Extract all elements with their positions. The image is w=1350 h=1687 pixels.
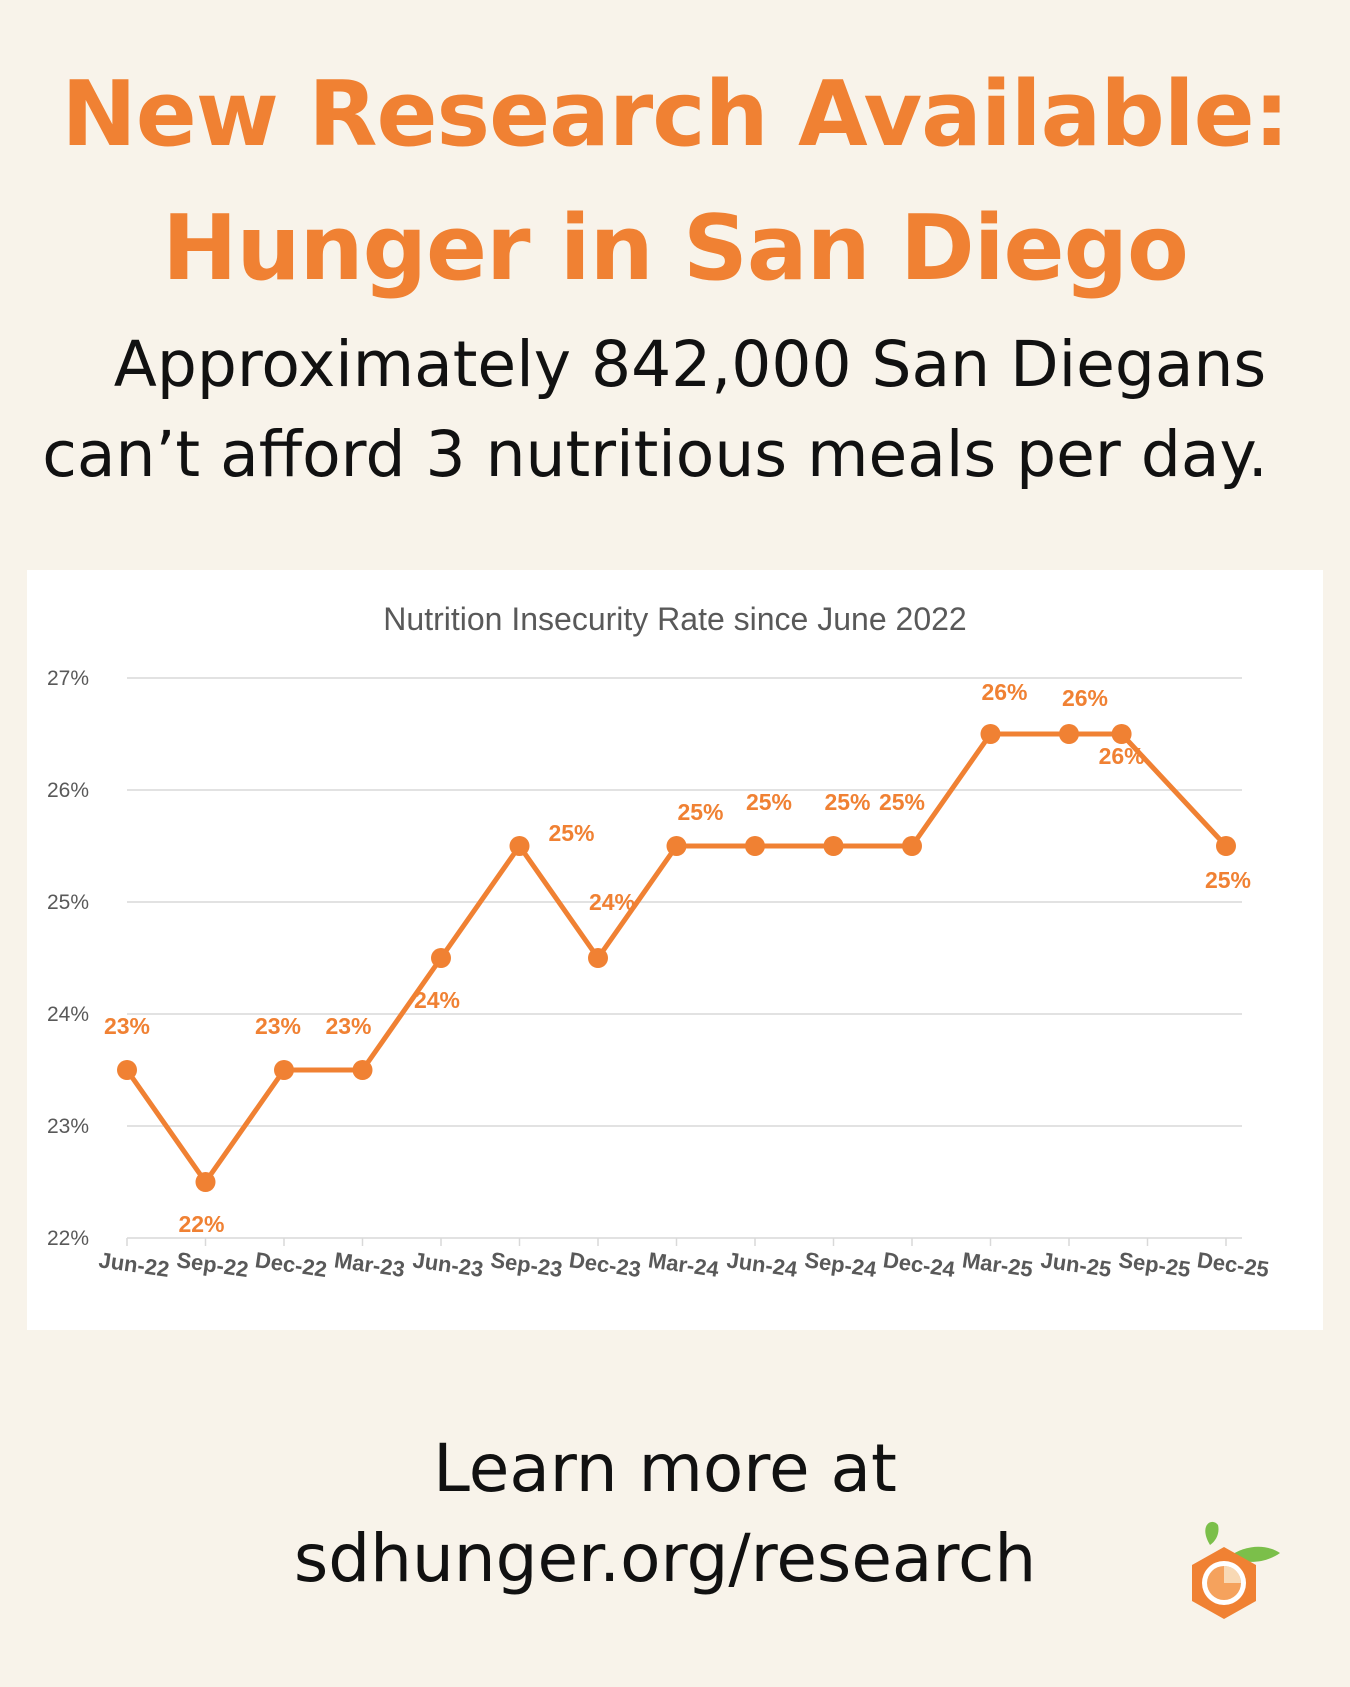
data-label: 25% xyxy=(677,799,723,825)
data-label: 23% xyxy=(104,1013,150,1039)
x-tick-label: Jun-22 xyxy=(97,1247,171,1282)
y-tick-label: 26% xyxy=(47,779,89,802)
data-point xyxy=(352,1060,373,1080)
data-label: 22% xyxy=(178,1211,224,1237)
x-tick-label: Dec-25 xyxy=(1196,1247,1271,1282)
data-point xyxy=(117,1060,137,1080)
data-label: 26% xyxy=(981,679,1027,705)
data-label: 25% xyxy=(879,789,925,815)
subtitle-line-2: can’t afford 3 nutritious meals per day. xyxy=(42,418,1268,491)
y-tick-label: 27% xyxy=(47,667,89,690)
chart-title: Nutrition Insecurity Rate since June 202… xyxy=(383,601,966,637)
line-chart: Nutrition Insecurity Rate since June 202… xyxy=(47,601,1271,1282)
y-tick-label: 23% xyxy=(47,1115,89,1138)
data-label: 23% xyxy=(325,1013,371,1039)
footer-line-1: Learn more at xyxy=(433,1430,897,1507)
data-label: 23% xyxy=(255,1013,301,1039)
orange-hexagon-logo-icon xyxy=(1192,1521,1280,1619)
data-label: 26% xyxy=(1099,743,1145,769)
x-tick-label: Mar-23 xyxy=(333,1247,407,1282)
chart-card: Nutrition Insecurity Rate since June 202… xyxy=(27,570,1323,1330)
data-label: 26% xyxy=(1062,685,1108,711)
x-tick-label: Sep-22 xyxy=(175,1247,250,1282)
y-tick-label: 22% xyxy=(47,1227,89,1250)
x-tick-label: Jun-25 xyxy=(1039,1247,1113,1282)
x-tick-label: Sep-23 xyxy=(489,1247,564,1282)
page-title-line-1: New Research Available: xyxy=(61,62,1289,167)
data-label: 25% xyxy=(746,789,792,815)
x-tick-label: Dec-22 xyxy=(254,1247,329,1282)
x-tick-label: Sep-25 xyxy=(1117,1247,1192,1282)
data-point xyxy=(588,948,608,968)
data-label: 25% xyxy=(824,789,870,815)
data-point xyxy=(1059,724,1079,744)
data-point xyxy=(745,836,765,856)
leaf-left-icon xyxy=(1205,1521,1219,1545)
data-point xyxy=(1111,724,1132,744)
data-point xyxy=(1216,836,1236,856)
subtitle-line-1: Approximately 842,000 San Diegans xyxy=(113,328,1267,401)
x-tick-label: Mar-25 xyxy=(961,1247,1035,1282)
data-point xyxy=(274,1060,294,1080)
x-tick-label: Mar-24 xyxy=(647,1247,721,1282)
data-point xyxy=(431,948,451,968)
data-label: 25% xyxy=(548,820,594,846)
page-title-line-2: Hunger in San Diego xyxy=(162,196,1189,301)
x-tick-label: Jun-24 xyxy=(725,1247,799,1282)
data-point xyxy=(823,836,844,856)
x-tick-label: Jun-23 xyxy=(411,1247,485,1282)
data-point xyxy=(195,1172,216,1192)
y-tick-label: 24% xyxy=(47,1003,89,1026)
data-point xyxy=(980,724,1001,744)
data-label: 24% xyxy=(589,889,635,915)
x-tick-label: Dec-23 xyxy=(568,1247,643,1282)
x-tick-label: Sep-24 xyxy=(803,1247,879,1282)
footer-link[interactable]: sdhunger.org/research xyxy=(293,1520,1037,1597)
y-tick-label: 25% xyxy=(47,891,89,914)
data-point xyxy=(902,836,922,856)
data-label: 25% xyxy=(1205,867,1251,893)
x-tick-label: Dec-24 xyxy=(882,1247,958,1282)
data-point xyxy=(509,836,530,856)
data-point xyxy=(666,836,687,856)
data-label: 24% xyxy=(414,987,460,1013)
